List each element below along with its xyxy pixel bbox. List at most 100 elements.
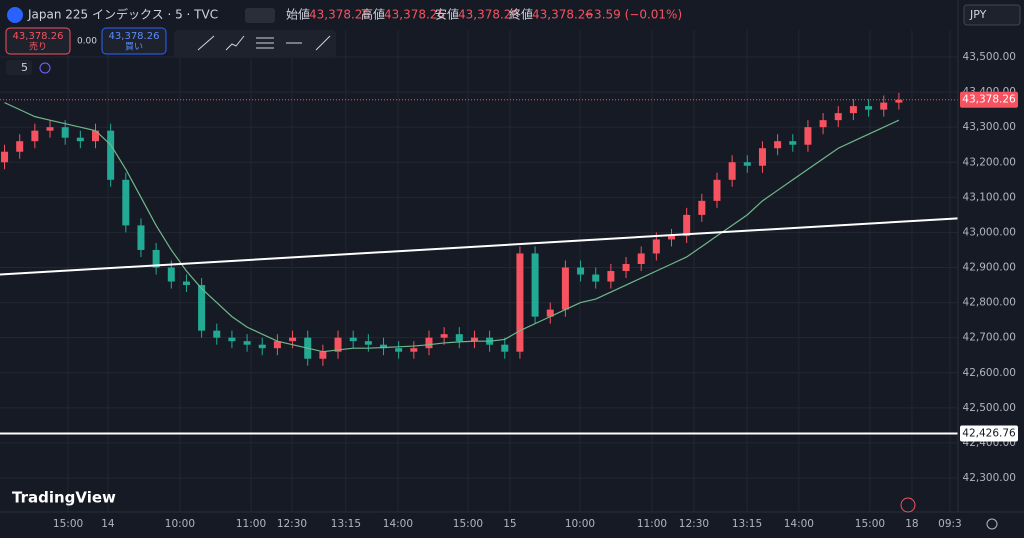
y-tick-label: 43,200.00: [963, 156, 1016, 168]
candle-body: [637, 253, 645, 264]
candle-body: [728, 162, 736, 180]
ohlc-label: 始値: [286, 7, 310, 22]
x-tick-label: 14: [101, 518, 115, 530]
sell-label: 売り: [29, 41, 47, 53]
candle-body: [743, 162, 751, 166]
x-tick-label: 12:30: [679, 518, 709, 530]
candle-body: [865, 106, 873, 110]
y-tick-label: 42,700.00: [963, 332, 1016, 344]
candle-body: [319, 351, 327, 359]
currency-button[interactable]: [963, 4, 1021, 26]
drawing-toolbar[interactable]: [174, 30, 336, 58]
candle-body: [137, 225, 145, 250]
y-tick-label: 43,100.00: [963, 191, 1016, 203]
candle-body: [198, 285, 206, 331]
candle-body: [834, 113, 842, 121]
y-tick-label: 42,300.00: [963, 472, 1016, 484]
x-tick-label: 13:15: [331, 518, 361, 530]
candle-body: [758, 148, 766, 166]
status-badge: [245, 8, 275, 23]
candle-body: [607, 271, 615, 282]
sell-button[interactable]: [5, 27, 71, 55]
candle-body: [289, 337, 297, 342]
level-label: 42,426.76: [962, 428, 1016, 440]
candle-body: [819, 120, 827, 128]
x-tick-label: 15: [503, 518, 516, 530]
x-tick-label: 14:00: [784, 518, 814, 530]
level-tag: [960, 425, 1018, 442]
buy-label: 買い: [125, 42, 143, 53]
candle-body: [61, 127, 69, 138]
x-tick-label: 18: [905, 518, 918, 530]
candle-body: [107, 130, 115, 180]
ohlc-value: 43,378.26: [532, 8, 593, 22]
x-tick-label: 14:00: [383, 518, 413, 530]
candle-body: [410, 348, 418, 352]
candle-body: [713, 179, 721, 201]
interval-box[interactable]: [6, 60, 32, 75]
spread: 0.00: [77, 37, 97, 47]
ohlc-label: 高値: [361, 7, 385, 22]
candle-body: [243, 341, 251, 345]
candle-body: [577, 267, 585, 275]
interval: 5: [21, 61, 28, 74]
last-price-label: 43,378.26: [962, 94, 1016, 106]
candle-body: [804, 127, 812, 145]
y-tick-label: 42,500.00: [963, 402, 1016, 414]
candle-body: [698, 200, 706, 215]
y-tick-label: 42,900.00: [963, 262, 1016, 274]
candle-body: [273, 341, 281, 349]
chart-title: Japan 225 インデックス · 5 · TVC: [27, 7, 218, 22]
last-price-tag: [960, 91, 1018, 108]
x-tick-label: 10:00: [565, 518, 595, 530]
candle-body: [455, 334, 463, 342]
currency: JPY: [969, 8, 987, 21]
x-tick-label: 15:00: [53, 518, 83, 530]
ohlc-value: 43,378.26: [458, 8, 519, 22]
buy-button[interactable]: [101, 27, 167, 55]
x-tick-label: 15:00: [453, 518, 483, 530]
moving-average: [4, 102, 900, 353]
buy-price: 43,378.26: [109, 31, 160, 42]
candle-body: [76, 137, 84, 142]
x-tick-label: 12:30: [277, 518, 307, 530]
candle-body: [91, 130, 99, 142]
symbol-icon: [7, 7, 23, 23]
candle-body: [683, 214, 691, 236]
candle-body: [531, 253, 539, 317]
candle-body: [167, 267, 175, 282]
x-tick-label: 10:00: [165, 518, 195, 530]
candle-body: [425, 337, 433, 349]
candle-body: [31, 130, 39, 142]
brand: TradingView: [12, 489, 116, 507]
candle-body: [546, 309, 554, 317]
candle-body: [561, 267, 569, 310]
candle-body: [122, 179, 130, 226]
ohlc-label: 安値: [435, 7, 459, 22]
candle-body: [668, 235, 676, 240]
y-tick-label: 43,300.00: [963, 121, 1016, 133]
y-tick-label: 43,500.00: [963, 51, 1016, 63]
sell-price: 43,378.26: [13, 31, 64, 42]
toolbar-icons: [197, 35, 331, 51]
ohlc-value: 43,378.26: [309, 8, 370, 22]
x-tick-label: 15:00: [855, 518, 885, 530]
x-tick-label: 09:3: [938, 518, 962, 530]
candle-body: [880, 102, 888, 110]
candle-body: [592, 274, 600, 282]
candle-body: [349, 337, 357, 342]
alert-icon: [900, 497, 916, 513]
trend-line: [0, 217, 959, 276]
change: −3.59 (−0.01%): [584, 8, 682, 22]
x-tick-label: 11:00: [236, 518, 266, 530]
candle-body: [46, 127, 54, 131]
ohlc-value: 43,378.26: [384, 8, 445, 22]
y-tick-label: 42,600.00: [963, 367, 1016, 379]
candle-body: [213, 330, 221, 338]
candle-body: [774, 141, 782, 149]
candle-body: [849, 106, 857, 114]
x-tick-label: 11:00: [637, 518, 667, 530]
y-tick-label: 42,800.00: [963, 297, 1016, 309]
